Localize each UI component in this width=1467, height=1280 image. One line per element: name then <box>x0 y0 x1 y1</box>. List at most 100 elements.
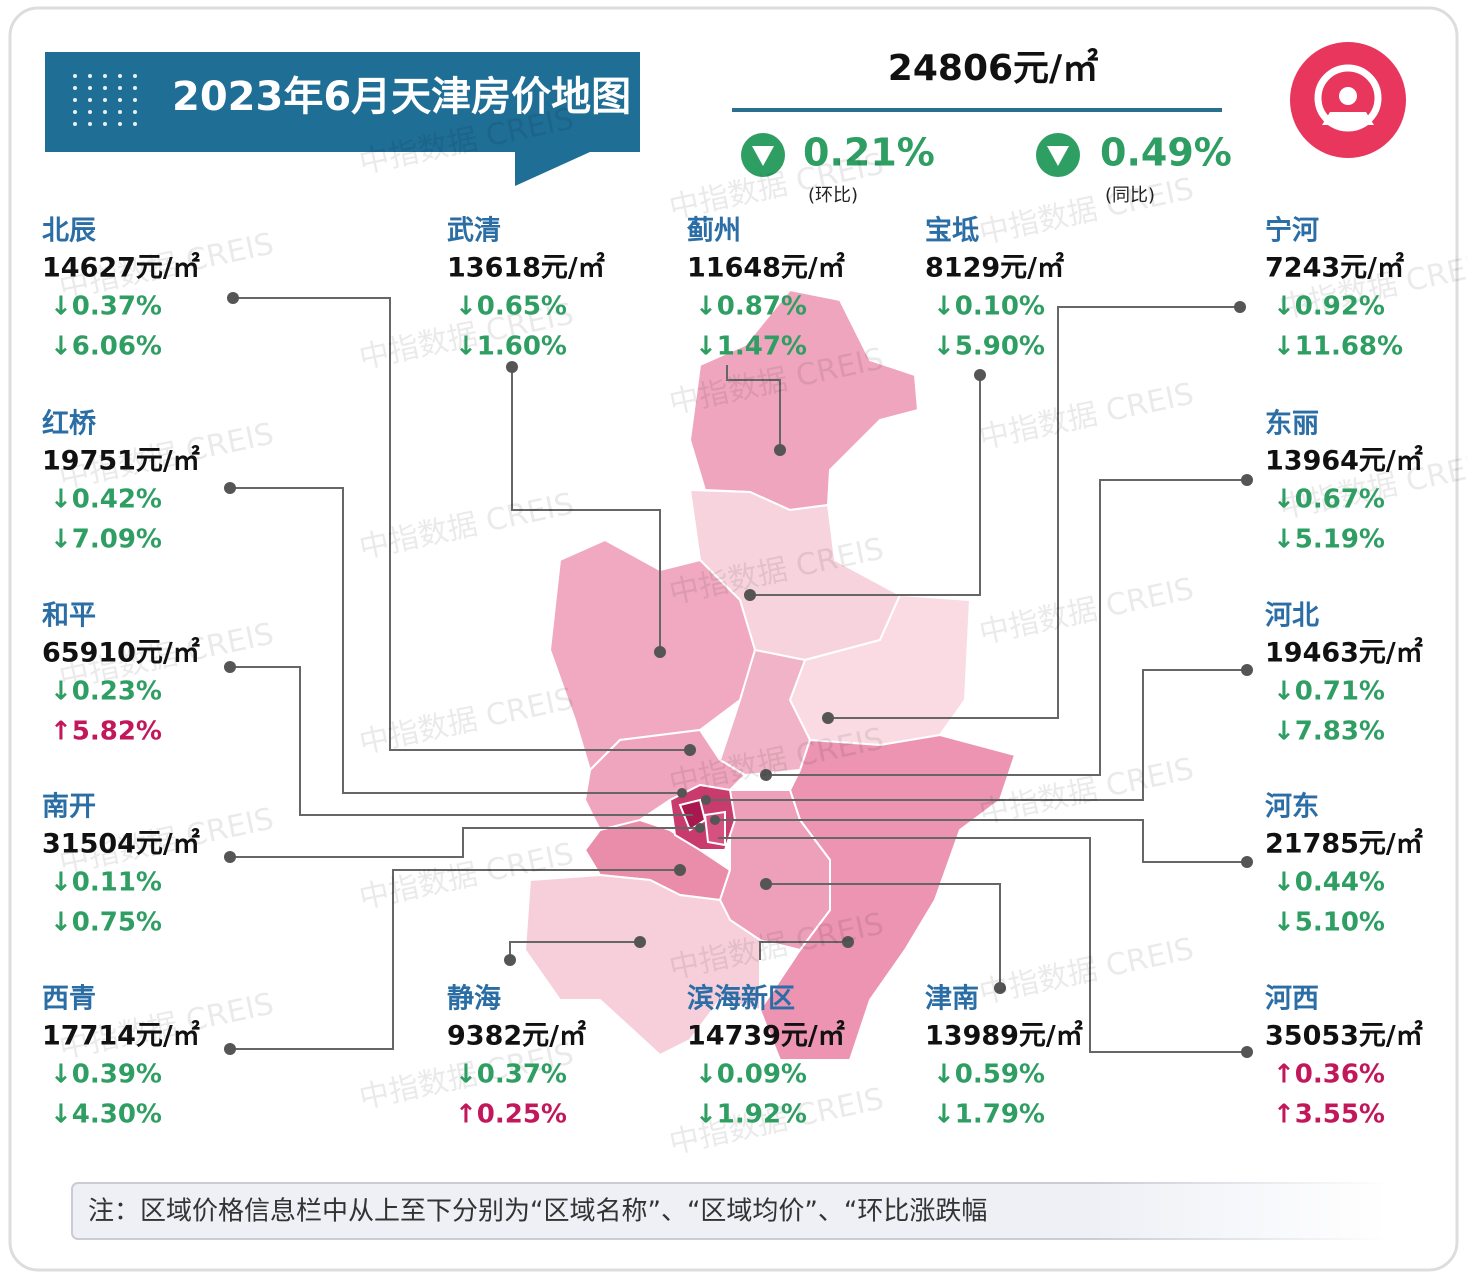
district-name: 西青 <box>42 984 96 1015</box>
district-yoy: ↓1.79% <box>933 1100 1045 1130</box>
mom-label: (环比) <box>808 185 858 206</box>
district-yoy: ↓11.68% <box>1273 332 1403 362</box>
district-mom: ↓0.71% <box>1273 677 1385 707</box>
district-price: 13618元/㎡ <box>447 252 605 284</box>
district-name: 河东 <box>1265 791 1319 823</box>
banner-dot <box>88 86 92 90</box>
district-name: 河北 <box>1265 601 1319 632</box>
district-price: 19463元/㎡ <box>1265 637 1423 669</box>
district-yoy: ↓6.06% <box>50 332 162 362</box>
banner-dot <box>118 122 122 126</box>
banner-dot <box>103 98 107 102</box>
district-mom: ↓0.39% <box>50 1060 162 1090</box>
district-price: 19751元/㎡ <box>42 445 200 477</box>
district-name: 和平 <box>42 601 96 632</box>
avg-price: 24806元/㎡ <box>888 47 1098 89</box>
banner-dot <box>73 122 77 126</box>
note-fade <box>1090 1180 1390 1242</box>
district-name: 宁河 <box>1265 215 1319 247</box>
district-yoy: ↓7.09% <box>50 525 162 555</box>
district-name: 静海 <box>447 984 501 1015</box>
district-price: 14739元/㎡ <box>687 1020 845 1052</box>
district-name: 河西 <box>1265 984 1319 1015</box>
yoy-value: 0.49% <box>1100 131 1232 175</box>
title: 2023年6月天津房价地图 <box>172 74 631 120</box>
district-yoy: ↑3.55% <box>1273 1100 1385 1130</box>
banner-dot <box>133 74 137 78</box>
district-price: 7243元/㎡ <box>1265 252 1404 284</box>
banner-dot <box>88 74 92 78</box>
district-yoy: ↓5.10% <box>1273 908 1385 938</box>
banner-dot <box>103 110 107 114</box>
banner-dot <box>118 74 122 78</box>
district-mom: ↓0.65% <box>455 292 567 322</box>
district-mom: ↓0.23% <box>50 677 162 707</box>
banner-dot <box>118 98 122 102</box>
district-yoy: ↑5.82% <box>50 717 162 747</box>
district-mom: ↓0.92% <box>1273 292 1385 322</box>
district-price: 11648元/㎡ <box>687 252 845 284</box>
yoy-icon <box>1036 133 1080 177</box>
district-price: 14627元/㎡ <box>42 252 200 284</box>
district-yoy: ↓7.83% <box>1273 717 1385 747</box>
banner-dot <box>103 86 107 90</box>
district-yoy: ↓5.19% <box>1273 525 1385 555</box>
banner-dot <box>88 110 92 114</box>
district-name: 武清 <box>447 216 501 247</box>
district-price: 8129元/㎡ <box>925 252 1064 284</box>
banner-dot <box>73 74 77 78</box>
banner-dot <box>133 122 137 126</box>
district-name: 宝坻 <box>925 215 979 247</box>
banner-dot <box>88 122 92 126</box>
district-name: 滨海新区 <box>687 983 795 1015</box>
district-yoy: ↓5.90% <box>933 332 1045 362</box>
district-price: 35053元/㎡ <box>1265 1020 1423 1052</box>
map <box>523 288 1017 1061</box>
district-mom: ↓0.11% <box>50 868 162 898</box>
district-mom: ↓0.42% <box>50 485 162 515</box>
banner-dot <box>103 74 107 78</box>
banner-dot <box>73 98 77 102</box>
banner-dot <box>118 110 122 114</box>
banner-dot <box>73 110 77 114</box>
district-yoy: ↑0.25% <box>455 1100 567 1130</box>
banner-dot <box>103 122 107 126</box>
banner: 2023年6月天津房价地图 <box>45 52 640 186</box>
district-mom: ↓0.59% <box>933 1060 1045 1090</box>
mom-icon <box>741 133 785 177</box>
district-price: 13989元/㎡ <box>925 1020 1083 1052</box>
district-price: 21785元/㎡ <box>1265 828 1423 860</box>
district-name: 蓟州 <box>686 216 741 247</box>
district-yoy: ↓1.60% <box>455 332 567 362</box>
mom-value: 0.21% <box>803 131 935 175</box>
district-price: 13964元/㎡ <box>1265 445 1423 477</box>
banner-dot <box>133 110 137 114</box>
banner-dot <box>133 98 137 102</box>
district-name: 津南 <box>925 984 979 1015</box>
banner-dot <box>88 98 92 102</box>
logo <box>1290 42 1406 158</box>
leader-lines <box>224 292 1253 1058</box>
district-mom: ↓0.37% <box>455 1060 567 1090</box>
district-name: 红桥 <box>42 408 96 440</box>
district-yoy: ↓4.30% <box>50 1100 162 1130</box>
district-mom: ↓0.09% <box>695 1060 807 1090</box>
district-price: 17714元/㎡ <box>42 1020 200 1052</box>
district-mom: ↓0.44% <box>1273 868 1385 898</box>
district-mom: ↓0.67% <box>1273 485 1385 515</box>
districts: 北辰 14627元/㎡ ↓0.37% ↓6.06% 武清 13618元/㎡ ↓0.65% ↓1… <box>42 215 1423 1130</box>
banner-dot <box>118 86 122 90</box>
banner-dot <box>73 86 77 90</box>
district-mom: ↓0.87% <box>695 292 807 322</box>
district-price: 9382元/㎡ <box>447 1020 586 1052</box>
district-mom: ↑0.36% <box>1273 1060 1385 1090</box>
district-name: 北辰 <box>42 216 96 247</box>
yoy-label: (同比) <box>1105 185 1155 206</box>
district-price: 31504元/㎡ <box>42 828 200 860</box>
district-name: 东丽 <box>1265 408 1319 440</box>
district-name: 南开 <box>42 792 96 823</box>
district-price: 65910元/㎡ <box>42 637 200 669</box>
district-yoy: ↓1.92% <box>695 1100 807 1130</box>
district-yoy: ↓1.47% <box>695 332 807 362</box>
